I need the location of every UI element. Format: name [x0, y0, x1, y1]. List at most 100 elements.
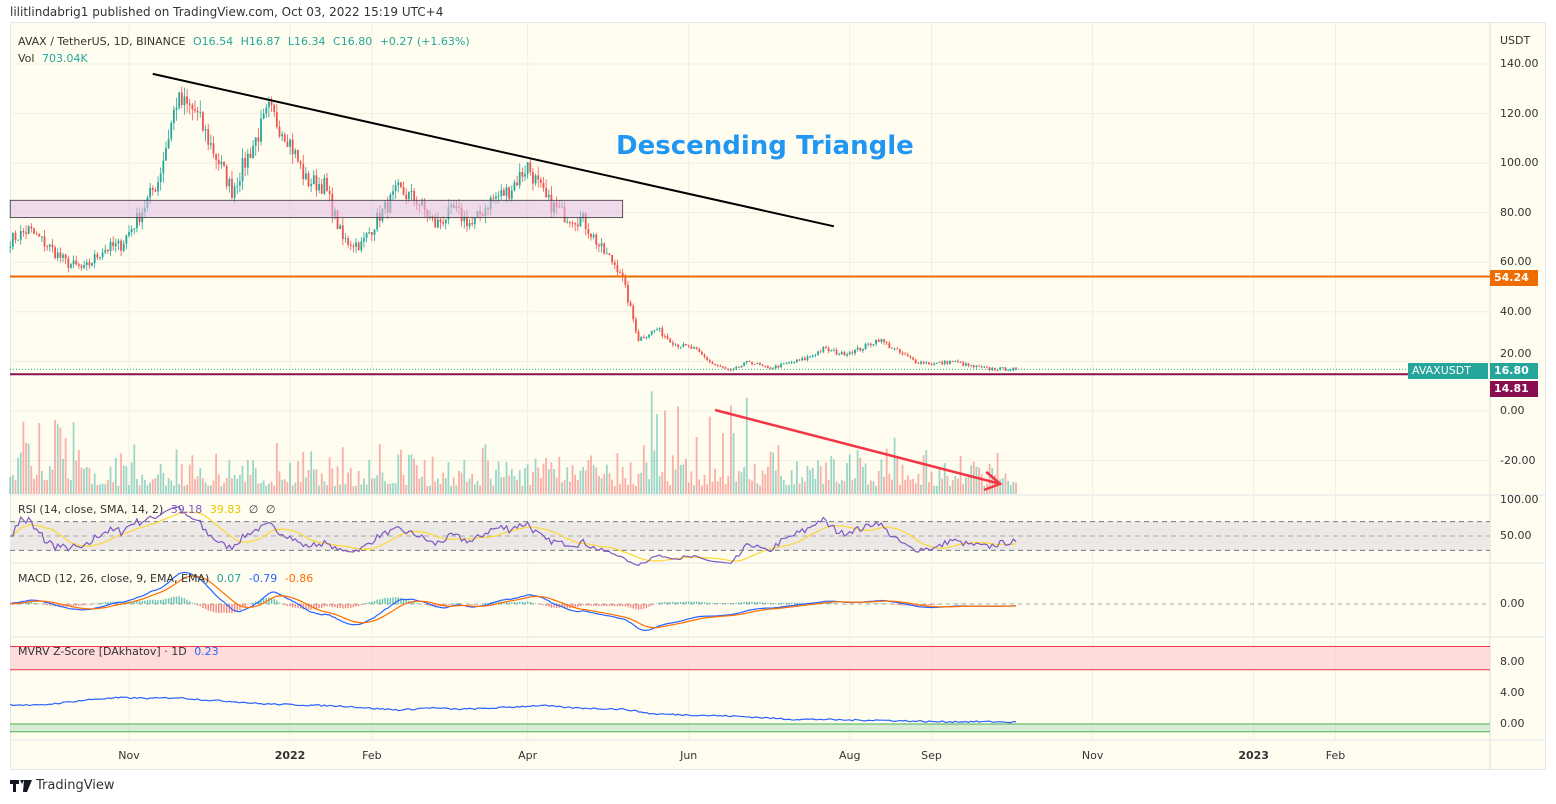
volume-bar [516, 480, 518, 494]
symbol-label[interactable]: AVAX / TetherUS, 1D, BINANCE [18, 35, 186, 48]
candle-body [402, 187, 405, 195]
macd-histogram-bar [590, 604, 592, 606]
volume-bar [735, 481, 738, 494]
macd-histogram-bar [508, 602, 510, 604]
macd-histogram-bar [672, 602, 674, 604]
volume-bar [677, 406, 680, 494]
candle-body [299, 161, 302, 165]
volume-bar [1001, 478, 1004, 494]
volume-bar [104, 484, 107, 494]
macd-histogram-bar [27, 602, 30, 604]
macd-histogram-bar [727, 603, 729, 604]
volume-bar [864, 463, 867, 494]
mvrv-label[interactable]: MVRV Z-Score [DAkhatov] · 1D [18, 645, 187, 658]
volume-bar [381, 472, 384, 494]
volume-bar [204, 482, 207, 494]
volume-bar [109, 466, 112, 494]
volume-bar [914, 483, 917, 494]
tradingview-logo[interactable]: TradingView [10, 778, 115, 793]
candle-body [180, 92, 183, 105]
candle-body [228, 178, 231, 187]
volume-bar [38, 423, 41, 494]
volume-bar [466, 481, 468, 494]
macd-histogram-bar [608, 604, 611, 606]
macd-histogram-bar [783, 602, 785, 604]
volume-bar [920, 484, 922, 494]
candle-body [539, 179, 542, 184]
volume-bar [611, 479, 614, 494]
candle-body [571, 223, 574, 224]
candle-body [281, 134, 284, 137]
macd-histogram-bar [212, 604, 215, 613]
volume-bar [745, 397, 748, 494]
volume-bar [487, 460, 489, 494]
pattern-annotation[interactable]: Descending Triangle [616, 131, 914, 161]
macd-histogram-bar [144, 600, 146, 604]
candle-body [112, 242, 115, 247]
macd-histogram-bar [120, 602, 122, 604]
macd-histogram-bar [276, 600, 278, 604]
candle-body [793, 361, 796, 363]
chart-frame[interactable] [10, 22, 1546, 770]
volume-bar [64, 438, 67, 494]
candle-body [315, 175, 318, 191]
macd-histogram-bar [563, 604, 566, 609]
candle-body [532, 171, 534, 184]
candle-body [891, 348, 893, 349]
candle-body [598, 244, 600, 247]
volume-bar [22, 421, 25, 494]
volume-bar [912, 478, 914, 494]
candle-body [67, 258, 70, 268]
macd-histogram-bar [579, 604, 582, 607]
candle-body [991, 368, 994, 370]
volume-bar [392, 483, 394, 494]
rsi-label[interactable]: RSI (14, close, SMA, 14, 2) [18, 503, 164, 516]
macd-histogram-bar [157, 600, 159, 604]
volume-bar [748, 479, 751, 494]
macd-label[interactable]: MACD (12, 26, close, 9, EMA, EMA) [18, 572, 210, 585]
volume-bar [1012, 481, 1015, 494]
candle-body [339, 225, 342, 230]
volume-bar [587, 460, 590, 494]
candle-body [896, 348, 899, 350]
macd-histogram-bar [827, 602, 830, 604]
volume-bar [819, 466, 822, 494]
candle-body [893, 348, 896, 350]
candle-body [444, 219, 447, 224]
macd-histogram-bar [732, 602, 735, 604]
volume-bar [566, 467, 569, 494]
mvrv-value: 0.23 [194, 645, 219, 658]
volume-label[interactable]: Vol [18, 52, 35, 65]
volume-bar [458, 470, 460, 494]
candle-body [714, 363, 716, 365]
volume-bar [648, 479, 650, 494]
macd-histogram-bar [658, 602, 661, 604]
volume-bar [183, 485, 186, 494]
macd-histogram-bar [825, 602, 827, 604]
volume-bar [43, 480, 46, 494]
macd-histogram-bar [685, 601, 687, 604]
candle-body [439, 219, 442, 223]
volume-bar [70, 480, 72, 494]
macd-histogram-bar [769, 602, 772, 604]
volume-bar [270, 481, 273, 494]
volume-bar [970, 465, 973, 494]
macd-histogram-bar [616, 604, 619, 607]
macd-histogram-bar [104, 602, 106, 604]
macd-histogram-bar [241, 604, 244, 608]
macd-histogram-bar [738, 602, 740, 604]
volume-bar [299, 481, 302, 494]
volume-bar [415, 465, 418, 494]
candle-body [690, 346, 693, 349]
volume-bar [933, 485, 936, 494]
candle-body [766, 366, 769, 368]
volume-bar [526, 464, 529, 494]
candle-body [869, 343, 872, 346]
candle-body [191, 104, 194, 110]
volume-bar [278, 471, 281, 494]
rsi-legend: RSI (14, close, SMA, 14, 2) 39.18 39.83 … [18, 503, 279, 516]
volume-bar [265, 485, 268, 494]
volume-bar [832, 459, 835, 494]
volume-bar [355, 485, 357, 494]
